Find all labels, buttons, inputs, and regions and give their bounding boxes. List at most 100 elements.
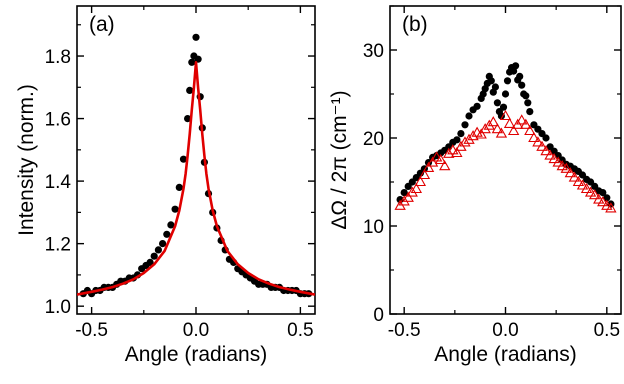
chart0-circle-point bbox=[159, 240, 167, 248]
chart1-triangle-point bbox=[422, 161, 435, 172]
chart1-circle-point bbox=[461, 121, 469, 129]
chart1-triangle-point bbox=[536, 140, 548, 151]
chart1-x-tick-label: -0.5 bbox=[388, 320, 421, 341]
chart1-triangle-point bbox=[564, 167, 577, 178]
chart1-triangle-point bbox=[532, 136, 544, 147]
chart1-y-axis-title: ΔΩ / 2π (cm⁻¹) bbox=[328, 90, 351, 229]
chart1-circle-point bbox=[501, 90, 510, 98]
chart1-triangle-point bbox=[479, 123, 491, 134]
chart1-circle-point bbox=[518, 81, 526, 89]
chart1-triangle-point bbox=[410, 182, 423, 194]
chart1-triangle-point bbox=[597, 196, 609, 207]
chart1-triangle-point bbox=[499, 109, 512, 121]
chart1-triangle-point bbox=[451, 146, 463, 158]
chart1-circle-point bbox=[491, 83, 499, 91]
chart1-triangle-point bbox=[528, 131, 540, 143]
chart1-circle-point bbox=[511, 62, 520, 70]
chart0-panel-label: (a) bbox=[89, 13, 115, 36]
chart0-data-group bbox=[77, 33, 315, 298]
chart1-panel-label: (b) bbox=[402, 13, 428, 36]
chart1-triangle-point bbox=[548, 152, 560, 164]
chart0-circle-point bbox=[150, 252, 158, 260]
chart1-triangle-point bbox=[556, 160, 568, 171]
chart1-triangle-point bbox=[540, 145, 552, 156]
chart0-circle-point bbox=[154, 246, 162, 254]
chart1-triangle-point bbox=[516, 114, 528, 125]
chart0-y-axis-title: Intensity (norm.) bbox=[15, 84, 38, 236]
chart1-frame bbox=[389, 5, 622, 315]
chart1-triangle-point bbox=[601, 199, 613, 210]
chart1-triangle-point bbox=[487, 116, 500, 127]
chart0-circle-point bbox=[146, 258, 154, 266]
chart1-triangle-point bbox=[467, 130, 479, 141]
chart1-circle-point bbox=[603, 194, 611, 202]
chart0-y-tick-label: 1.8 bbox=[45, 47, 71, 68]
chart1-circle-point bbox=[499, 103, 508, 111]
chart1-triangle-point bbox=[580, 182, 593, 194]
chart1-circle-point bbox=[522, 92, 530, 100]
chart0-y-tick-label: 1.6 bbox=[45, 110, 71, 131]
chart1-circle-point bbox=[542, 134, 550, 142]
chart1-triangle-point bbox=[475, 128, 487, 139]
chart1-circle-point bbox=[453, 136, 461, 144]
chart1-circle-point bbox=[526, 108, 534, 116]
chart1-triangle-point bbox=[503, 117, 516, 128]
chart1-y-tick-label: 30 bbox=[363, 41, 384, 62]
chart1-circle-point bbox=[465, 112, 473, 120]
chart1-circle-point bbox=[457, 130, 465, 138]
chart1-y-tick-label: 0 bbox=[373, 305, 384, 326]
chart1-triangle-point bbox=[483, 119, 495, 130]
chart0-circle-point bbox=[194, 55, 202, 63]
chart1-triangle-point bbox=[443, 147, 455, 158]
chart1-triangle-point bbox=[495, 127, 508, 138]
chart0-x-axis-title: Angle (radians) bbox=[125, 343, 267, 366]
chart1-triangle-point bbox=[593, 193, 605, 204]
chart1-triangle-point bbox=[418, 168, 431, 180]
chart1-triangle-point bbox=[605, 202, 617, 213]
chart0-x-tick-label: 0.5 bbox=[287, 320, 313, 341]
chart1-triangle-point bbox=[507, 124, 520, 136]
chart0-circle-point bbox=[175, 183, 183, 191]
chart1-triangle-point bbox=[544, 149, 556, 160]
chart0-circle-point bbox=[192, 33, 200, 41]
chart0-y-tick-label: 1.0 bbox=[45, 297, 71, 318]
chart1-triangle-point bbox=[520, 118, 532, 129]
chart1-circle-point bbox=[524, 99, 532, 107]
chart1-circle-point bbox=[493, 99, 501, 107]
chart1-triangle-point bbox=[459, 136, 471, 147]
chart1-triangle-point bbox=[560, 162, 572, 173]
chart0-frame bbox=[76, 5, 316, 315]
chart1-triangle-point bbox=[572, 175, 585, 187]
chart0-fit-line bbox=[77, 60, 315, 296]
chart1-circle-point bbox=[400, 189, 408, 197]
chart1-circle-point bbox=[503, 77, 512, 85]
chart1-triangle-point bbox=[402, 191, 414, 202]
chart1-circle-point bbox=[473, 102, 481, 110]
chart0-circle-point bbox=[184, 115, 192, 123]
chart1-triangle-point bbox=[434, 153, 447, 165]
chart1-triangle-point bbox=[568, 171, 581, 182]
chart1-data-group bbox=[394, 62, 617, 213]
chart1-triangle-point bbox=[414, 175, 427, 187]
chart1-triangle-point bbox=[430, 151, 443, 162]
chart1-triangle-point bbox=[524, 124, 536, 136]
chart1-triangle-point bbox=[447, 144, 459, 155]
chart0-circle-point bbox=[188, 58, 196, 66]
chart1-circle-point bbox=[487, 77, 495, 85]
chart0-circle-point bbox=[167, 221, 175, 229]
chart1-triangle-point bbox=[588, 189, 601, 200]
chart0-circle-point bbox=[186, 86, 194, 94]
chart0-circle-point bbox=[163, 230, 171, 238]
chart0-circle-point bbox=[171, 205, 179, 213]
chart0-y-tick-label: 1.2 bbox=[45, 235, 71, 256]
chart1-y-tick-label: 10 bbox=[363, 217, 384, 238]
chart0-y-tick-label: 1.4 bbox=[45, 172, 72, 193]
chart1-triangle-point bbox=[463, 133, 475, 144]
chart1-x-axis-title: Angle (radians) bbox=[434, 343, 576, 366]
chart1-triangle-point bbox=[552, 156, 564, 167]
chart1-y-tick-label: 20 bbox=[363, 129, 384, 150]
chart1-triangle-point bbox=[426, 156, 439, 167]
chart1-triangle-point bbox=[439, 160, 451, 171]
chart0-x-tick-label: 0.0 bbox=[183, 320, 209, 341]
